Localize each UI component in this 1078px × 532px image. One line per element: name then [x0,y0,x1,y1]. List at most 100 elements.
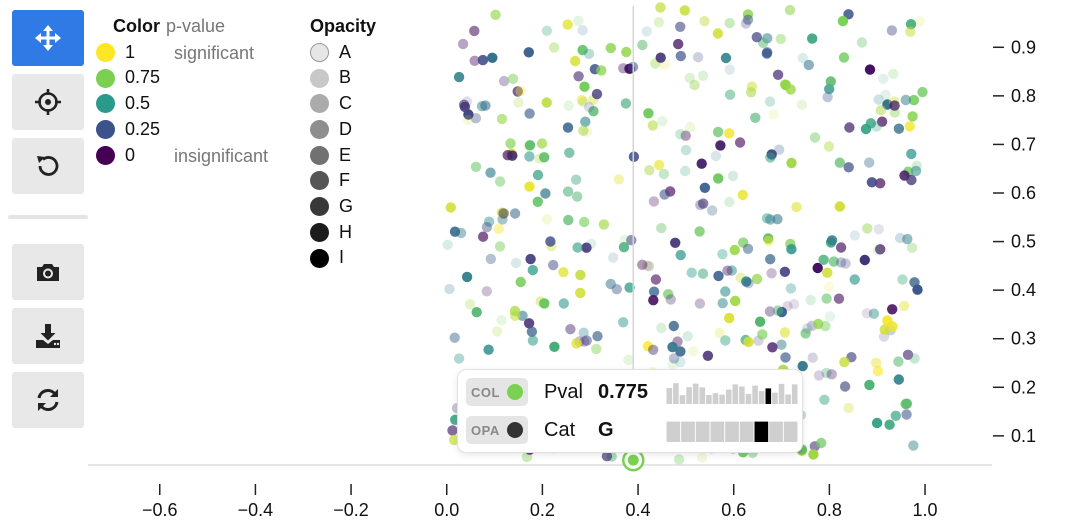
scatter-point [527,264,538,276]
scatter-point [724,312,735,324]
x-tick-label: −0.4 [238,500,274,520]
reset-button[interactable] [12,138,84,194]
scatter-point [663,289,674,300]
scatter-point [730,295,741,307]
scatter-point [724,128,735,139]
pan-button[interactable] [12,10,84,66]
scatter-point [524,151,535,162]
scatter-point [575,287,586,299]
download-button[interactable] [12,308,84,364]
scatter-point [839,381,851,392]
scatter-point [722,265,733,276]
point-tooltip: COL Pval 0.775 OPA Cat G [458,370,802,452]
scatter-point [878,73,889,85]
color-swatch [96,120,115,140]
download-icon [36,324,60,348]
scatter-point [828,256,839,267]
scatter-point [886,25,898,36]
scatter-point [809,132,821,143]
color-swatch [96,43,115,63]
scatter-point [480,100,491,111]
scatter-point [887,321,898,332]
opacity-legend-label: F [339,170,350,191]
scatter-point [644,165,655,176]
scatter-point [898,300,910,312]
y-tick-label: 0.2 [1011,377,1036,397]
scatter-point [880,89,891,101]
scatter-point [564,147,575,158]
scatter-point [873,94,884,105]
scatter-point [572,191,583,202]
color-badge: COL [466,378,528,406]
scatter-point [720,335,731,346]
scatter-point [786,244,797,255]
scatter-point [673,38,684,50]
x-tick-label: 0.2 [530,500,555,520]
histogram-bar [666,421,681,442]
scatter-point [642,260,653,271]
scatter-point [849,274,860,285]
histogram-bar [783,421,798,442]
opacity-legend-label: D [339,118,352,139]
scatter-point [720,52,732,64]
scatter-point [780,352,791,363]
scatter-point [826,235,838,246]
scatter-point [477,231,489,242]
scatter-point [712,28,724,39]
scatter-point [754,316,766,327]
scatter-point [895,232,906,244]
scatter-point [680,144,692,156]
color-legend-label: 1 [125,41,136,62]
scatter-point [688,346,699,357]
x-tick-label: 0.6 [721,500,746,520]
y-tick-label: 0.6 [1011,183,1036,203]
scatter-point [791,201,802,213]
y-tick-label: 0.9 [1011,37,1036,57]
histogram-bar [699,387,706,404]
scatter-point [510,257,522,269]
opacity-legend-label: B [339,67,352,88]
color-legend-subtitle: p-value [166,16,226,37]
scatter-point [571,338,582,349]
scatter-point [779,327,791,338]
scatter-point [675,356,686,368]
scatter-point [675,249,686,261]
scatter-point [578,125,589,136]
scatter-point [821,293,832,304]
scatter-point [507,150,518,161]
center-button[interactable] [12,74,84,130]
scatter-point [573,71,584,82]
scatter-point [797,360,808,372]
y-tick-label: 0.4 [1011,280,1036,300]
tooltip-key-pval: Pval [544,380,583,403]
scatter-point [481,286,492,297]
refresh-button[interactable] [12,372,84,428]
scatter-point [727,170,739,182]
tooltip-row-color: COL Pval 0.775 [466,377,664,407]
scatter-point [653,17,665,28]
scatter-point [523,318,535,329]
scatter-point [667,341,678,353]
scatter-point [764,96,776,107]
screenshot-button[interactable] [12,244,84,300]
tooltip-value-pval: 0.775 [598,380,649,403]
scatter-point [655,2,666,13]
y-tick-label: 0.1 [1011,426,1036,446]
scatter-point [906,148,917,160]
scatter-point [462,114,474,126]
scatter-point [875,244,886,255]
scatter-point [461,271,473,283]
scatter-point [469,25,480,37]
scatter-point [648,295,659,306]
color-legend-label: 0.5 [125,93,151,114]
scatter-point [470,113,482,124]
opacity-legend-item: D [310,117,376,143]
scatter-point [768,109,779,120]
scatter-point [680,130,691,141]
x-tick-label: 1.0 [913,500,938,520]
scatter-point [765,254,776,265]
scatter-point [750,112,761,124]
histogram-bar [695,421,710,442]
scatter-point [864,379,875,391]
category-histogram [666,421,798,442]
